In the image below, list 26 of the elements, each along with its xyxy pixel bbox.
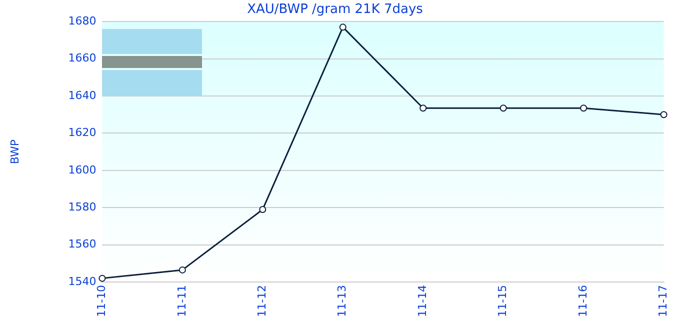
y-tick-label: 1620 — [68, 126, 96, 140]
y-tick-label: 1560 — [68, 238, 96, 251]
x-tick-label: 11-16 — [576, 285, 590, 318]
point — [500, 104, 507, 112]
point — [420, 104, 427, 112]
x-tick-label: 11-14 — [416, 285, 429, 318]
y-tick-label: 1580 — [68, 200, 96, 214]
x-tick-label: 11-11 — [175, 285, 188, 318]
y-axis-title: BWP — [8, 139, 22, 164]
y-tick-label: 1680 — [68, 14, 96, 28]
point — [660, 111, 668, 118]
x-tick-label: 11-17 — [656, 285, 670, 318]
y-tick-label: 1660 — [68, 52, 96, 65]
x-tick-label: 11-12 — [256, 285, 269, 318]
y-tick-label: 1540 — [68, 274, 96, 288]
point — [580, 104, 588, 112]
y-tick-label: 1600 — [68, 163, 96, 176]
point — [178, 266, 186, 274]
x-tick-label: 11-13 — [336, 285, 349, 318]
x-tick-label: 11-10 — [95, 285, 108, 318]
y-tick-label: 1640 — [68, 88, 96, 102]
point — [259, 206, 266, 213]
chart-title: XAU/BWP /gram 21K 7days — [247, 2, 424, 18]
point — [98, 274, 106, 282]
x-tick-label: 11-15 — [496, 285, 510, 318]
point — [339, 24, 346, 31]
